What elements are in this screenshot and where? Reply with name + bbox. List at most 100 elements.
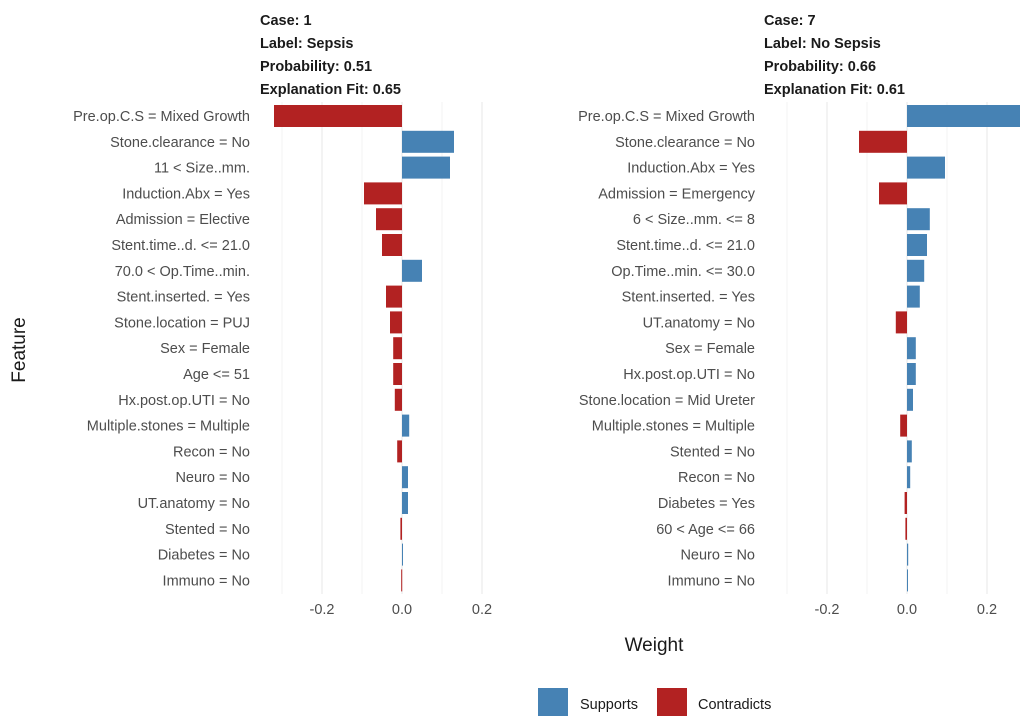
x-tick-label: 0.0 [392,602,412,618]
feature-label: Stented = No [670,444,755,460]
bar-contradicts [394,388,402,411]
bar-contradicts [376,208,402,231]
bar-supports [402,414,410,437]
panels-layer: Case: 1 Label: Sepsis Probability: 0.51 Exp… [73,13,1020,618]
bar-supports [402,156,450,179]
bar-contradicts [393,363,402,385]
panel-header-probability: Probability: 0.66 [764,59,876,75]
x-tick-label: -0.2 [815,602,840,618]
bar-contradicts [900,414,907,437]
bar-contradicts [382,234,402,256]
bar-contradicts [401,569,403,592]
legend-swatch-contradicts [657,688,687,716]
feature-label: 6 < Size..mm. <= 8 [633,212,755,228]
feature-label: Admission = Emergency [598,186,755,202]
bar-contradicts [274,105,402,127]
bar-contradicts [895,311,907,334]
feature-label: Age <= 51 [183,367,250,383]
bar-supports [907,259,925,282]
panel-header-case: Case: 7 [764,13,816,29]
bar-supports [907,440,912,463]
feature-label: UT.anatomy = No [138,496,250,512]
bar-supports [907,208,930,231]
bar-contradicts [904,492,907,514]
feature-label: 60 < Age <= 66 [656,522,755,538]
bar-contradicts [905,517,907,540]
panel-header-label: Label: No Sepsis [764,36,881,52]
feature-label: UT.anatomy = No [643,315,755,331]
legend-swatch-supports [538,688,568,716]
bar-supports [907,105,1020,127]
feature-label: Hx.post.op.UTI = No [118,393,250,409]
feature-label: Diabetes = No [158,548,250,564]
bar-contradicts [859,130,907,153]
panel-header-fit: Explanation Fit: 0.65 [260,82,401,98]
feature-label: Stone.clearance = No [110,135,250,151]
feature-label: Immuno = No [668,573,755,589]
feature-label: Sex = Female [160,341,250,357]
bar-supports [907,466,911,489]
feature-label: Induction.Abx = Yes [627,161,755,177]
feature-label: Stent.time..d. <= 21.0 [616,238,755,254]
bar-supports [402,492,408,514]
bar-supports [402,259,422,282]
legend-label-supports: Supports [580,697,638,713]
bar-supports [402,130,454,153]
x-tick-label: 0.2 [472,602,492,618]
feature-label: 11 < Size..mm. [154,161,250,177]
panel-case-2: Case: 7 Label: No Sepsis Probability: 0.66… [578,13,1020,618]
feature-label: Pre.op.C.S = Mixed Growth [73,109,250,125]
bar-supports [402,543,403,566]
feature-label: Neuro = No [175,470,250,486]
x-tick-label: 0.0 [897,602,917,618]
bar-contradicts [364,182,402,205]
x-tick-label: 0.2 [977,602,997,618]
feature-label: Stent.inserted. = Yes [117,290,250,306]
feature-label: Sex = Female [665,341,755,357]
bar-supports [907,363,916,385]
panel-header-case: Case: 1 [260,13,312,29]
bar-contradicts [397,440,402,463]
bar-supports [907,285,920,308]
feature-label: Diabetes = Yes [658,496,755,512]
panel-header-fit: Explanation Fit: 0.61 [764,82,905,98]
x-tick-label: -0.2 [310,602,335,618]
feature-label: Induction.Abx = Yes [122,186,250,202]
panel-header-label: Label: Sepsis [260,36,353,52]
bar-supports [907,543,909,566]
feature-label: Neuro = No [680,548,755,564]
y-axis-title: Feature [9,317,30,382]
bar-supports [907,388,913,411]
bar-supports [907,156,945,179]
panel-header-probability: Probability: 0.51 [260,59,372,75]
bar-supports [402,466,408,489]
feature-label: Multiple.stones = Multiple [592,419,755,435]
legend: Supports Contradicts [538,688,771,716]
bar-contradicts [400,517,402,540]
feature-label: 70.0 < Op.Time..min. [115,264,250,280]
feature-label: Stone.location = Mid Ureter [579,393,755,409]
feature-label: Stent.time..d. <= 21.0 [111,238,250,254]
panel-case-1: Case: 1 Label: Sepsis Probability: 0.51 Exp… [73,13,492,618]
feature-label: Stone.location = PUJ [114,315,250,331]
feature-label: Op.Time..min. <= 30.0 [611,264,755,280]
feature-label: Pre.op.C.S = Mixed Growth [578,109,755,125]
feature-label: Recon = No [678,470,755,486]
feature-label: Hx.post.op.UTI = No [623,367,755,383]
feature-label: Stent.inserted. = Yes [622,290,755,306]
feature-label: Stone.clearance = No [615,135,755,151]
bar-contradicts [393,337,402,360]
bar-supports [907,234,927,256]
bar-contradicts [390,311,402,334]
bar-contradicts [386,285,402,308]
bar-supports [907,337,916,360]
bar-supports [907,569,908,592]
feature-label: Stented = No [165,522,250,538]
feature-label: Immuno = No [163,573,250,589]
x-axis-title: Weight [625,635,685,656]
feature-label: Recon = No [173,444,250,460]
bar-contradicts [879,182,907,205]
feature-label: Multiple.stones = Multiple [87,419,250,435]
legend-label-contradicts: Contradicts [698,697,771,713]
